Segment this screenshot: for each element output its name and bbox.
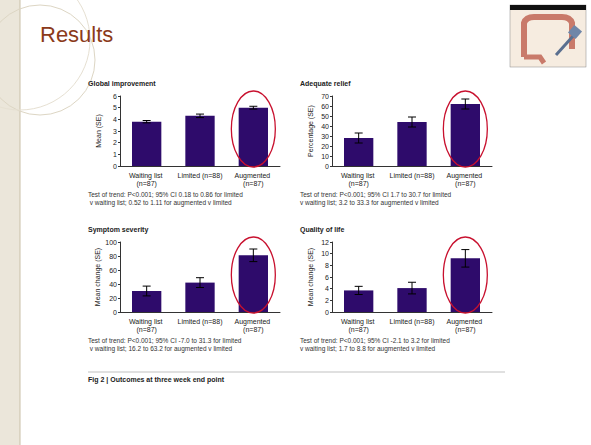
svg-text:6: 6 [113, 93, 117, 100]
svg-text:Global improvement: Global improvement [88, 80, 156, 88]
svg-text:Waiting list: Waiting list [341, 172, 377, 180]
svg-text:Limited (n=88): Limited (n=88) [390, 172, 435, 180]
svg-text:8: 8 [325, 262, 329, 269]
svg-text:v waiting list; 16.2 to 63.2 f: v waiting list; 16.2 to 63.2 for augment… [88, 345, 233, 353]
svg-text:0: 0 [113, 309, 117, 316]
svg-text:5: 5 [113, 104, 117, 111]
svg-text:60: 60 [109, 267, 117, 274]
svg-text:Test of trend: P<0.001; 95% CI: Test of trend: P<0.001; 95% CI 1.7 to 30… [300, 191, 453, 198]
svg-text:50: 50 [321, 113, 329, 120]
svg-text:Augmented: Augmented [446, 318, 484, 326]
svg-text:4: 4 [325, 285, 329, 292]
svg-text:6: 6 [325, 274, 329, 281]
svg-text:(n=87): (n=87) [243, 180, 263, 188]
svg-text:40: 40 [109, 281, 117, 288]
svg-text:10: 10 [321, 250, 329, 257]
svg-text:20: 20 [321, 143, 329, 150]
svg-text:(n=87): (n=87) [136, 326, 156, 334]
svg-text:Limited (n=88): Limited (n=88) [178, 318, 223, 326]
svg-text:Mean change (SE): Mean change (SE) [94, 248, 102, 306]
svg-text:Test of trend: P<0.001; 95% CI: Test of trend: P<0.001; 95% CI -2.1 to 3… [300, 337, 452, 344]
svg-text:30: 30 [321, 133, 329, 140]
svg-text:0: 0 [325, 163, 329, 170]
svg-text:Augmented: Augmented [234, 318, 272, 326]
svg-text:v waiting list; 1.7 to 8.8 for: v waiting list; 1.7 to 8.8 for augmented… [300, 345, 436, 353]
svg-text:70: 70 [321, 93, 329, 100]
svg-text:Limited (n=88): Limited (n=88) [390, 318, 435, 326]
svg-text:(n=87): (n=87) [455, 180, 475, 188]
svg-text:(n=87): (n=87) [455, 326, 475, 334]
svg-text:40: 40 [321, 123, 329, 130]
svg-text:(n=87): (n=87) [348, 180, 368, 188]
svg-text:80: 80 [109, 253, 117, 260]
svg-text:20: 20 [109, 295, 117, 302]
svg-text:Waiting list: Waiting list [129, 318, 165, 326]
svg-text:2: 2 [325, 297, 329, 304]
svg-text:(n=87): (n=87) [348, 326, 368, 334]
html-text:Fig 2 | Outcomes at three week: Fig 2 | Outcomes at three week end point [88, 376, 225, 383]
svg-text:Quality of life: Quality of life [300, 226, 344, 234]
svg-text:Augmented: Augmented [446, 172, 484, 180]
svg-text:4: 4 [113, 116, 117, 123]
svg-text:60: 60 [321, 103, 329, 110]
svg-text:v waiting list; 3.2 to 33.3 fo: v waiting list; 3.2 to 33.3 for augmente… [300, 199, 439, 207]
svg-text:3: 3 [113, 128, 117, 135]
svg-text:Test of trend: P<0.001; 95% CI: Test of trend: P<0.001; 95% CI 0.18 to 0… [88, 191, 243, 198]
svg-text:Percentage (SE): Percentage (SE) [307, 105, 315, 157]
svg-text:0: 0 [325, 309, 329, 316]
svg-text:(n=87): (n=87) [136, 180, 156, 188]
svg-text:1: 1 [113, 151, 117, 158]
svg-text:10: 10 [321, 153, 329, 160]
svg-text:(n=87): (n=87) [243, 326, 263, 334]
svg-text:Augmented: Augmented [234, 172, 272, 180]
svg-text:100: 100 [105, 239, 117, 246]
html-text:Results: Results [40, 22, 114, 47]
svg-text:Adequate relief: Adequate relief [300, 80, 351, 88]
svg-text:12: 12 [321, 239, 329, 246]
svg-text:Mean change (SE): Mean change (SE) [307, 248, 315, 306]
svg-text:Symptom severity: Symptom severity [88, 226, 148, 234]
svg-text:Waiting list: Waiting list [341, 318, 377, 326]
svg-text:Limited (n=88): Limited (n=88) [178, 172, 223, 180]
svg-text:2: 2 [113, 139, 117, 146]
svg-text:Test of trend: P<0.001; 95% CI: Test of trend: P<0.001; 95% CI -7.0 to 3… [88, 337, 242, 344]
svg-text:Mean (SE): Mean (SE) [95, 114, 103, 147]
svg-text:Waiting list: Waiting list [129, 172, 165, 180]
svg-text:0: 0 [113, 163, 117, 170]
svg-text:v waiting list; 0.52 to 1.11 f: v waiting list; 0.52 to 1.11 for augment… [88, 199, 232, 207]
